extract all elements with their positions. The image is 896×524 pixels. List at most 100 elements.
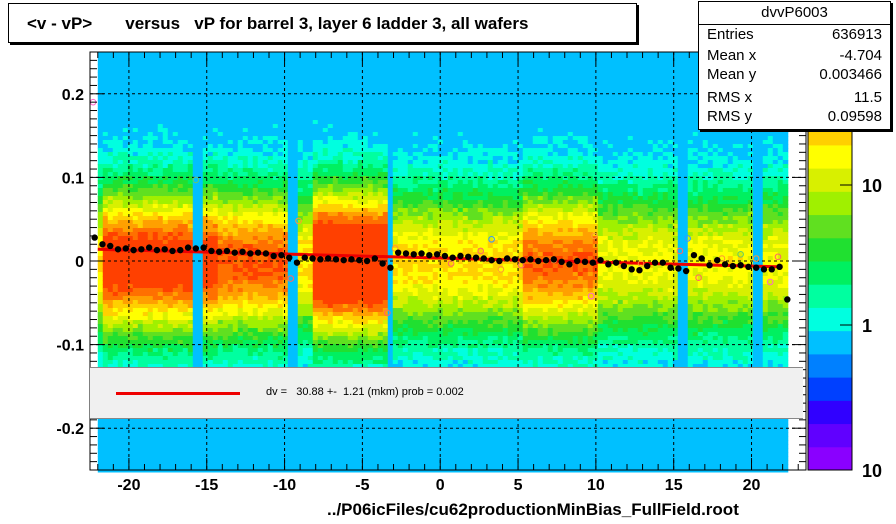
heatmap-cell bbox=[172, 260, 179, 265]
heatmap-cell bbox=[297, 196, 304, 201]
heatmap-cell bbox=[122, 104, 129, 109]
heatmap-cell bbox=[142, 256, 149, 261]
heatmap-cell bbox=[187, 192, 194, 197]
heatmap-cell bbox=[132, 60, 139, 65]
heatmap-cell bbox=[132, 172, 139, 177]
heatmap-cell bbox=[147, 184, 154, 189]
heatmap-cell bbox=[327, 52, 334, 57]
heatmap-cell bbox=[322, 360, 329, 365]
heatmap-cell bbox=[132, 116, 139, 121]
heatmap-cell bbox=[242, 440, 249, 445]
heatmap-cell bbox=[237, 120, 244, 125]
heatmap-cell bbox=[217, 200, 224, 205]
heatmap-cell bbox=[262, 76, 269, 81]
heatmap-cell bbox=[162, 172, 169, 177]
heatmap-cell bbox=[222, 196, 229, 201]
heatmap-cell bbox=[292, 188, 299, 193]
heatmap-cell bbox=[142, 72, 149, 77]
heatmap-cell bbox=[107, 304, 114, 309]
heatmap-cell bbox=[307, 352, 314, 357]
heatmap-cell bbox=[252, 344, 259, 349]
heatmap-cell bbox=[252, 168, 259, 173]
heatmap-cell bbox=[242, 136, 249, 141]
heatmap-cell bbox=[132, 348, 139, 353]
heatmap-cell bbox=[302, 444, 309, 449]
heatmap-cell bbox=[307, 360, 314, 365]
heatmap-cell bbox=[212, 280, 219, 285]
heatmap-cell bbox=[252, 80, 259, 85]
heatmap-cell bbox=[277, 60, 284, 65]
heatmap-cell bbox=[182, 84, 189, 89]
heatmap-cell bbox=[312, 188, 319, 193]
heatmap-cell bbox=[187, 112, 194, 117]
heatmap-cell bbox=[227, 268, 234, 273]
heatmap-cell bbox=[287, 128, 294, 133]
heatmap-cell bbox=[192, 168, 199, 173]
heatmap-cell bbox=[242, 280, 249, 285]
heatmap-cell bbox=[187, 232, 194, 237]
heatmap-cell bbox=[327, 208, 334, 213]
heatmap-cell bbox=[327, 364, 334, 369]
heatmap-cell bbox=[182, 76, 189, 81]
heatmap-cell bbox=[182, 140, 189, 145]
heatmap-cell bbox=[222, 220, 229, 225]
heatmap-cell bbox=[242, 96, 249, 101]
heatmap-cell bbox=[187, 64, 194, 69]
heatmap-cell bbox=[142, 424, 149, 429]
heatmap-cell bbox=[172, 360, 179, 365]
heatmap-cell bbox=[157, 424, 164, 429]
heatmap-cell bbox=[242, 120, 249, 125]
heatmap-cell bbox=[222, 260, 229, 265]
heatmap-cell bbox=[237, 308, 244, 313]
heatmap-cell bbox=[227, 184, 234, 189]
heatmap-cell bbox=[192, 152, 199, 157]
heatmap-cell bbox=[287, 228, 294, 233]
heatmap-cell bbox=[172, 140, 179, 145]
heatmap-cell bbox=[252, 56, 259, 61]
heatmap-cell bbox=[152, 52, 159, 57]
heatmap-cell bbox=[152, 168, 159, 173]
heatmap-cell bbox=[232, 336, 239, 341]
heatmap-cell bbox=[182, 288, 189, 293]
heatmap-cell bbox=[247, 364, 254, 369]
heatmap-cell bbox=[317, 328, 324, 333]
heatmap-cell bbox=[257, 128, 264, 133]
heatmap-cell bbox=[212, 448, 219, 453]
heatmap-cell bbox=[107, 108, 114, 113]
heatmap-cell bbox=[272, 132, 279, 137]
heatmap-cell bbox=[152, 456, 159, 461]
heatmap-cell bbox=[142, 292, 149, 297]
heatmap-cell bbox=[177, 240, 184, 245]
heatmap-cell bbox=[317, 304, 324, 309]
heatmap-cell bbox=[202, 116, 209, 121]
heatmap-cell bbox=[272, 92, 279, 97]
heatmap-cell bbox=[197, 196, 204, 201]
heatmap-cell bbox=[212, 100, 219, 105]
heatmap-cell bbox=[157, 276, 164, 281]
heatmap-cell bbox=[252, 180, 259, 185]
heatmap-cell bbox=[212, 328, 219, 333]
heatmap-cell bbox=[172, 348, 179, 353]
heatmap-cell bbox=[107, 316, 114, 321]
heatmap-cell bbox=[207, 176, 214, 181]
heatmap-cell bbox=[112, 204, 119, 209]
heatmap-cell bbox=[322, 324, 329, 329]
heatmap-cell bbox=[117, 152, 124, 157]
heatmap-cell bbox=[107, 292, 114, 297]
heatmap-cell bbox=[217, 72, 224, 77]
heatmap-cell bbox=[217, 148, 224, 153]
heatmap-cell bbox=[152, 104, 159, 109]
heatmap-cell bbox=[122, 240, 129, 245]
heatmap-cell bbox=[152, 132, 159, 137]
heatmap-cell bbox=[97, 192, 104, 197]
heatmap-cell bbox=[97, 312, 104, 317]
heatmap-cell bbox=[262, 84, 269, 89]
heatmap-cell bbox=[137, 428, 144, 433]
heatmap-cell bbox=[232, 424, 239, 429]
heatmap-cell bbox=[202, 128, 209, 133]
heatmap-cell bbox=[302, 144, 309, 149]
heatmap-cell bbox=[122, 160, 129, 165]
heatmap-cell bbox=[307, 436, 314, 441]
heatmap-cell bbox=[232, 292, 239, 297]
heatmap-cell bbox=[192, 300, 199, 305]
